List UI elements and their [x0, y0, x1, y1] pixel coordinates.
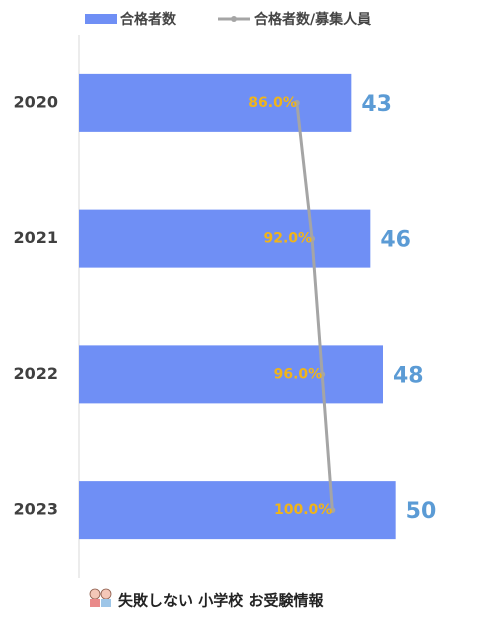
bar	[79, 209, 371, 268]
bar	[79, 73, 352, 132]
line-marker	[293, 99, 300, 106]
legend-label: 合格者数	[120, 11, 177, 28]
y-tick-label: 2023	[13, 500, 58, 519]
footer-icon	[89, 588, 112, 607]
line-marker	[319, 371, 326, 378]
line-value-label: 100.0%	[274, 502, 332, 518]
bar-value-label: 43	[361, 92, 392, 117]
line-value-label: 92.0%	[263, 231, 312, 247]
line-series	[295, 102, 334, 511]
y-tick-label: 2020	[13, 92, 58, 111]
bar-value-label: 46	[380, 228, 411, 253]
bar	[79, 481, 396, 540]
legend-marker	[231, 16, 237, 22]
line-marker	[309, 235, 316, 242]
line-marker	[329, 507, 336, 514]
y-tick-label: 2021	[13, 228, 58, 247]
bar-value-label: 50	[406, 499, 437, 524]
line-value-label: 86.0%	[248, 95, 297, 111]
bar-value-label: 48	[393, 363, 424, 388]
footer-text: 失敗しない 小学校 お受験情報	[118, 592, 324, 610]
y-tick-label: 2022	[13, 364, 58, 383]
legend-label: 合格者数/募集人員	[254, 11, 371, 28]
line-value-label: 96.0%	[274, 366, 323, 382]
bar	[79, 345, 383, 404]
legend-swatch	[85, 14, 117, 24]
